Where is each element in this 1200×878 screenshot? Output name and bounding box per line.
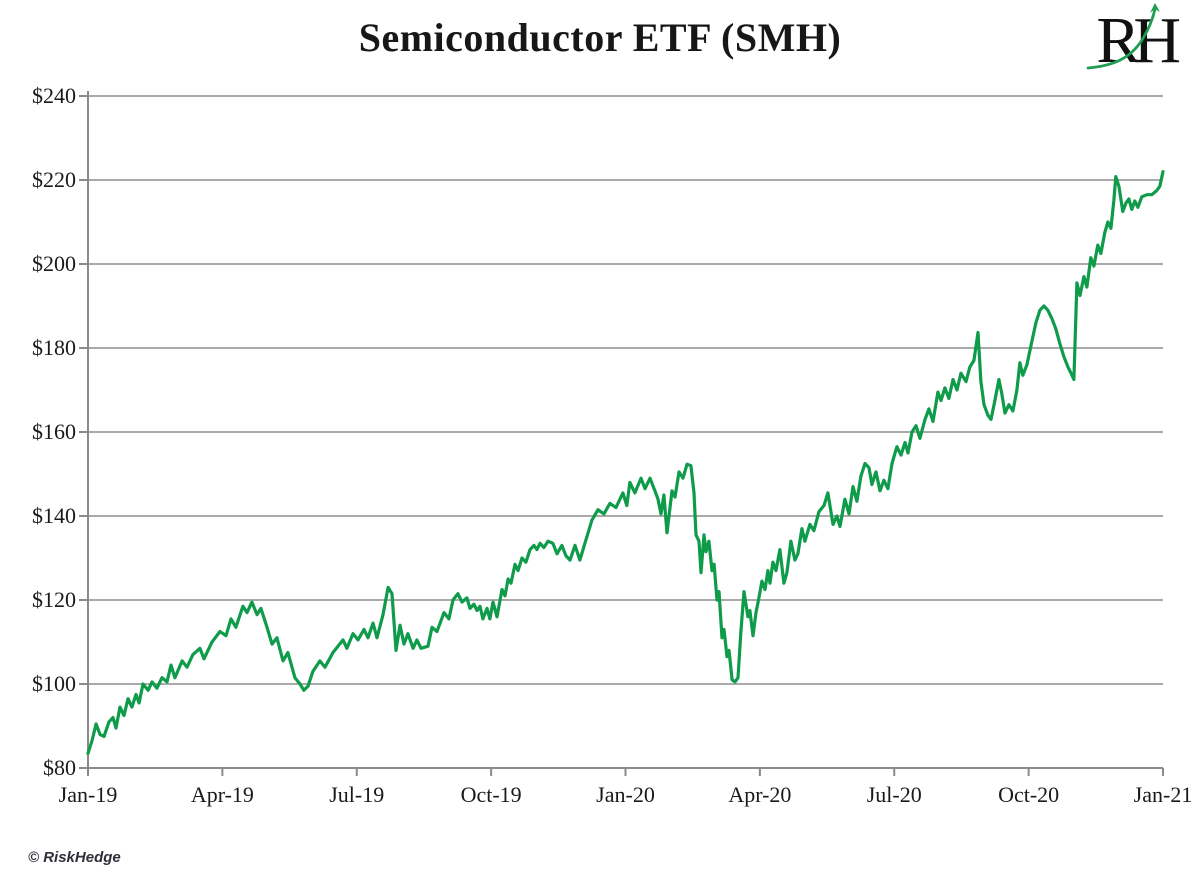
y-axis-label: $200 (32, 251, 76, 276)
x-axis-label: Oct-19 (460, 782, 522, 807)
x-axis-label: Jan-19 (58, 782, 118, 807)
x-axis-label: Apr-19 (190, 782, 254, 807)
y-axis-label: $120 (32, 587, 76, 612)
y-axis-label: $80 (43, 755, 76, 780)
y-axis-label: $100 (32, 671, 76, 696)
y-axis-label: $160 (32, 419, 76, 444)
x-axis-label: Jul-20 (866, 782, 922, 807)
riskhedge-logo: RH (1082, 2, 1184, 84)
x-axis-label: Oct-20 (998, 782, 1060, 807)
y-axis-label: $220 (32, 167, 76, 192)
chart-title: Semiconductor ETF (SMH) (358, 15, 842, 60)
y-axis-label: $240 (32, 83, 76, 108)
copyright-text: © RiskHedge (28, 849, 121, 866)
growth-arrow-icon (1086, 3, 1160, 70)
y-axis-label: $180 (32, 335, 76, 360)
x-axis-label: Jan-20 (596, 782, 655, 807)
price-line-smh (86, 170, 1165, 755)
x-axis-label: Jan-21 (1133, 782, 1193, 807)
x-axis-label: Jul-19 (329, 782, 385, 807)
x-axis-label: Apr-20 (728, 782, 792, 807)
y-axis-label: $140 (32, 503, 76, 528)
